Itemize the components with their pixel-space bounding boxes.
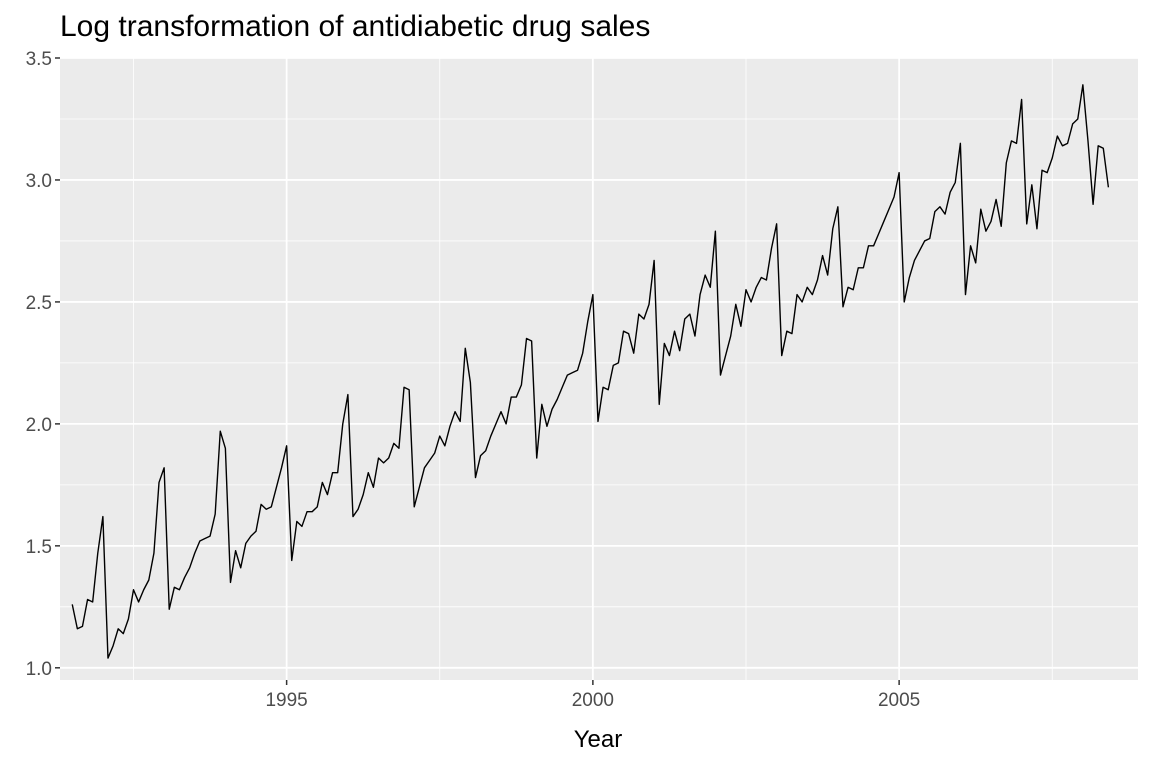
major-gridlines <box>60 57 1138 680</box>
x-tick-label: 2000 <box>572 690 614 711</box>
y-tick-label: 1.5 <box>26 537 52 558</box>
x-tick-label: 2005 <box>878 690 920 711</box>
x-axis: 1995 2000 2005 <box>265 680 920 711</box>
y-tick-label: 1.0 <box>26 659 52 680</box>
minor-gridlines <box>60 58 1138 680</box>
y-tick-label: 3.0 <box>26 171 52 192</box>
x-tick-label: 1995 <box>265 690 307 711</box>
chart-title: Log transformation of antidiabetic drug … <box>60 10 651 43</box>
y-tick-label: 2.0 <box>26 415 52 436</box>
x-axis-title: Year <box>574 726 623 753</box>
plot-panel <box>60 58 1138 680</box>
series-line <box>71 84 1110 659</box>
y-tick-label: 3.5 <box>26 49 52 70</box>
y-axis: 1.0 1.5 2.0 2.5 3.0 3.5 <box>26 49 60 680</box>
y-tick-label: 2.5 <box>26 293 52 314</box>
